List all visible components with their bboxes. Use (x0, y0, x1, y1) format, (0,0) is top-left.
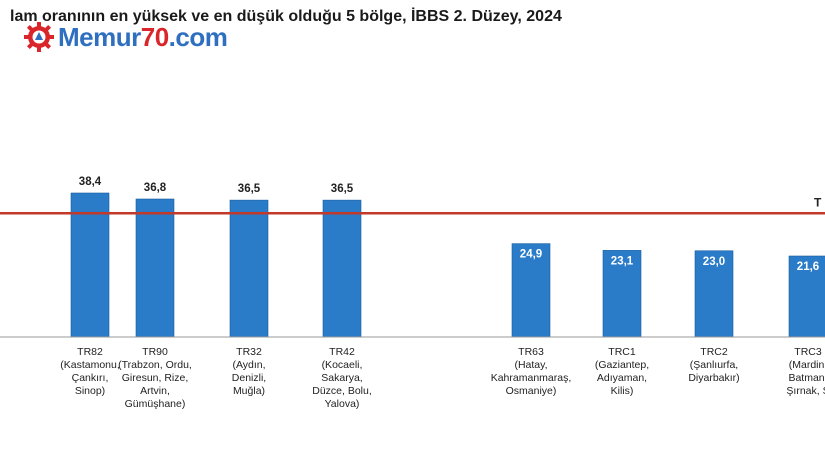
category-label-line: Şırnak, S (786, 385, 825, 397)
bar-tr32 (229, 199, 269, 338)
category-label-line: Denizli, (232, 372, 266, 384)
category-label-line: (Hatay, (514, 359, 547, 371)
category-label-line: (Kocaeli, (322, 359, 363, 371)
watermark-logo: Memur70.com (24, 20, 228, 54)
bar-tr82 (70, 192, 110, 338)
bar-trc3 (788, 255, 825, 338)
chart-title: lam oranının en yüksek ve en düşük olduğ… (10, 8, 562, 25)
category-label-line: Osmaniye) (506, 385, 557, 397)
category-label-line: Artvin, (140, 385, 170, 397)
category-label-line: TRC3 (794, 346, 822, 358)
bar-value-label: 23,1 (611, 255, 634, 267)
category-label-line: TR63 (518, 346, 544, 358)
bar-tr90 (135, 198, 175, 338)
bar-tr42 (322, 199, 362, 338)
bar-value-labels: 38,4 36,8 36,5 36,5 24,9 23,1 23,0 21,6 (79, 176, 819, 273)
category-label-line: (Kastamonu, (60, 359, 120, 371)
category-label-tr63: TR63 (Hatay, Kahramanmaraş, Osmaniye) (491, 346, 572, 397)
bar-value-label: 38,4 (79, 176, 102, 188)
watermark-text-memur: Memur (58, 21, 141, 52)
category-label-tr90: TR90 (Trabzon, Ordu, Giresun, Rize, Artvin,… (118, 346, 192, 410)
category-label-line: TRC1 (608, 346, 636, 358)
watermark-text-70: 70 (140, 21, 169, 52)
bar-value-label: 36,5 (238, 183, 261, 195)
category-label-line: Kahramanmaraş, (491, 372, 572, 384)
category-label-line: Diyarbakır) (688, 372, 739, 384)
gear-sun-icon (24, 22, 54, 52)
category-label-line: Gümüşhane) (125, 398, 186, 410)
bar-value-label: 36,8 (144, 182, 167, 194)
bar-value-label: 24,9 (520, 249, 542, 261)
category-label-trc3: TRC3(Mardin,Batman,Şırnak, S (786, 346, 825, 397)
category-label-line: Yalova) (325, 398, 360, 410)
bar-tr63 (511, 243, 551, 338)
bar-value-label: 36,5 (331, 183, 354, 195)
category-label-line: TR90 (142, 346, 168, 358)
category-label-tr82: TR82 (Kastamonu, Çankırı, Sinop) (60, 346, 120, 397)
category-label-line: Çankırı, (72, 372, 109, 384)
watermark-text-com: .com (168, 21, 228, 52)
category-label-line: Düzce, Bolu, (312, 385, 372, 397)
category-label-line: (Şanlıurfa, (690, 359, 738, 371)
category-label-line: Kilis) (611, 385, 634, 397)
category-label-trc1: TRC1 (Gaziantep, Adıyaman, Kilis) (595, 346, 649, 397)
bar-trc1 (602, 250, 642, 338)
category-label-line: TR82 (77, 346, 103, 358)
bar-trc2 (694, 250, 734, 338)
category-label-line: Adıyaman, (597, 372, 647, 384)
category-label-line: Muğla) (233, 385, 265, 397)
reference-line-label: T (814, 195, 822, 209)
bar-value-label: 23,0 (703, 256, 725, 268)
category-label-line: Sakarya, (321, 372, 362, 384)
category-label-line: Batman, (788, 372, 825, 384)
category-label-line: TR42 (329, 346, 355, 358)
bars-group (70, 192, 825, 338)
category-label-line: TRC2 (700, 346, 728, 358)
category-label-line: Sinop) (75, 385, 105, 397)
category-label-line: (Aydın, (232, 359, 265, 371)
category-label-tr42: TR42 (Kocaeli, Sakarya, Düzce, Bolu, Yalova) (312, 346, 372, 410)
category-label-line: (Trabzon, Ordu, (118, 359, 192, 371)
category-label-line: TR32 (236, 346, 262, 358)
category-label-trc2: TRC2 (Şanlıurfa, Diyarbakır) (688, 346, 739, 384)
watermark-text: Memur70.com (58, 21, 228, 53)
category-label-line: Giresun, Rize, (122, 372, 189, 384)
category-labels: TR82 (Kastamonu, Çankırı, Sinop)TR90 (Trabzo… (60, 346, 825, 410)
category-label-line: (Gaziantep, (595, 359, 649, 371)
bar-value-label: 21,6 (797, 261, 819, 273)
category-label-line: (Mardin, (789, 359, 825, 371)
category-label-tr32: TR32 (Aydın, Denizli, Muğla) (232, 346, 266, 397)
